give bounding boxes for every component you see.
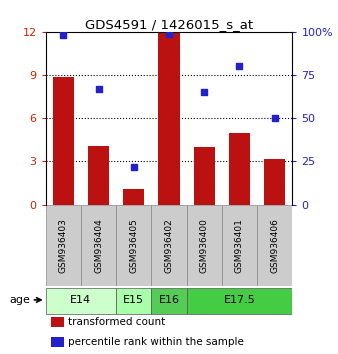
Text: GSM936404: GSM936404	[94, 218, 103, 273]
Bar	[229, 133, 250, 205]
Text: GSM936402: GSM936402	[165, 218, 173, 273]
Bar	[46, 288, 116, 314]
Text: E14: E14	[70, 295, 92, 305]
Bar	[257, 205, 292, 286]
Text: GSM936400: GSM936400	[200, 218, 209, 273]
Title: GDS4591 / 1426015_s_at: GDS4591 / 1426015_s_at	[85, 18, 253, 31]
Text: percentile rank within the sample: percentile rank within the sample	[68, 337, 244, 347]
Point	[237, 64, 242, 69]
Text: E16: E16	[159, 295, 179, 305]
Text: age: age	[9, 295, 30, 305]
Bar	[53, 76, 74, 205]
Text: E15: E15	[123, 295, 144, 305]
Bar	[81, 205, 116, 286]
Bar	[123, 189, 144, 205]
Point	[96, 86, 101, 92]
Bar	[116, 288, 151, 314]
Bar	[88, 145, 109, 205]
Bar	[159, 32, 179, 205]
Bar	[194, 147, 215, 205]
Bar	[151, 205, 187, 286]
Text: GSM936401: GSM936401	[235, 218, 244, 273]
Bar	[46, 205, 81, 286]
Bar	[187, 288, 292, 314]
Text: transformed count: transformed count	[68, 318, 165, 327]
Point	[61, 33, 66, 38]
Bar	[151, 288, 187, 314]
Bar	[116, 205, 151, 286]
Bar	[187, 205, 222, 286]
Point	[201, 90, 207, 95]
Bar	[222, 205, 257, 286]
Point	[166, 31, 172, 36]
Point	[272, 115, 277, 121]
Text: GSM936405: GSM936405	[129, 218, 138, 273]
Point	[131, 164, 137, 170]
Bar	[264, 159, 285, 205]
Text: GSM936406: GSM936406	[270, 218, 279, 273]
Text: E17.5: E17.5	[224, 295, 256, 305]
Bar	[51, 318, 64, 327]
Text: GSM936403: GSM936403	[59, 218, 68, 273]
Bar	[51, 337, 64, 347]
